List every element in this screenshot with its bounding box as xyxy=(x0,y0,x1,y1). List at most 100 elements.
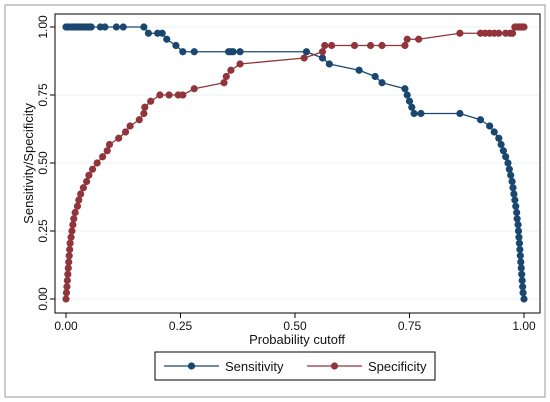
data-point-specificity-3 xyxy=(63,276,71,285)
data-point-sensitivity-19 xyxy=(158,29,166,37)
data-point-sensitivity-46 xyxy=(499,147,507,155)
data-point-sensitivity-69 xyxy=(519,289,527,297)
data-point-specificity-1 xyxy=(62,289,71,297)
y-tick-label-3: 0.75 xyxy=(36,83,50,107)
data-point-sensitivity-61 xyxy=(515,239,524,247)
data-point-specificity-21 xyxy=(88,165,97,173)
data-point-sensitivity-59 xyxy=(514,227,523,235)
data-point-sensitivity-50 xyxy=(507,171,515,179)
data-point-sensitivity-29 xyxy=(318,54,327,62)
data-point-sensitivity-44 xyxy=(495,134,503,142)
data-point-sensitivity-57 xyxy=(513,215,521,223)
legend-label-sensitivity: Sensitivity xyxy=(225,359,284,374)
data-point-sensitivity-14 xyxy=(112,23,120,31)
data-point-specificity-48 xyxy=(378,41,386,50)
data-point-sensitivity-41 xyxy=(476,116,485,124)
data-point-specificity-49 xyxy=(401,41,409,50)
data-point-specificity-23 xyxy=(99,153,107,161)
data-point-sensitivity-62 xyxy=(516,245,524,254)
legend: Sensitivity Specificity xyxy=(154,351,436,381)
x-tick-label-1: 0.25 xyxy=(169,319,193,333)
data-point-sensitivity-70 xyxy=(520,295,528,303)
data-point-specificity-40 xyxy=(227,66,235,74)
data-point-sensitivity-53 xyxy=(510,190,518,198)
data-point-sensitivity-38 xyxy=(410,109,418,118)
data-point-sensitivity-42 xyxy=(486,122,494,130)
data-point-sensitivity-17 xyxy=(144,29,153,37)
data-point-specificity-6 xyxy=(65,258,73,266)
data-point-specificity-38 xyxy=(220,79,228,87)
data-point-specificity-4 xyxy=(64,270,72,278)
data-point-specificity-45 xyxy=(328,41,336,50)
x-tick-label-0: 0.00 xyxy=(54,319,78,333)
data-point-specificity-36 xyxy=(179,91,187,99)
x-axis-title: Probability cutoff xyxy=(249,332,345,347)
legend-label-specificity: Specificity xyxy=(368,359,427,374)
data-point-sensitivity-30 xyxy=(325,60,333,68)
data-point-specificity-19 xyxy=(83,177,91,186)
data-point-sensitivity-54 xyxy=(511,196,519,204)
data-point-specificity-22 xyxy=(93,159,101,167)
data-point-sensitivity-52 xyxy=(509,184,517,192)
data-point-specificity-57 xyxy=(495,29,503,37)
data-point-specificity-15 xyxy=(73,202,82,210)
data-point-specificity-51 xyxy=(415,35,423,43)
data-point-specificity-52 xyxy=(456,29,464,37)
data-point-specificity-20 xyxy=(85,171,93,179)
data-point-specificity-9 xyxy=(66,239,74,247)
data-point-sensitivity-20 xyxy=(163,35,171,43)
data-point-sensitivity-36 xyxy=(405,97,414,105)
data-point-sensitivity-35 xyxy=(403,91,411,99)
data-point-sensitivity-11 xyxy=(87,23,95,31)
data-point-sensitivity-68 xyxy=(519,283,527,291)
data-point-specificity-16 xyxy=(75,196,83,204)
data-point-specificity-13 xyxy=(70,215,78,223)
y-tick-label-2: 0.50 xyxy=(36,151,50,175)
data-point-specificity-42 xyxy=(300,54,308,62)
data-point-sensitivity-16 xyxy=(140,23,148,31)
data-point-specificity-25 xyxy=(105,140,114,149)
data-point-specificity-11 xyxy=(68,227,76,235)
data-point-sensitivity-40 xyxy=(456,109,464,118)
data-point-specificity-33 xyxy=(156,91,164,99)
data-point-sensitivity-67 xyxy=(518,276,526,285)
data-point-sensitivity-56 xyxy=(513,208,521,217)
data-point-sensitivity-37 xyxy=(408,103,416,111)
data-point-specificity-27 xyxy=(121,128,130,136)
series-specificity xyxy=(62,23,528,303)
data-point-specificity-29 xyxy=(135,116,143,124)
data-point-specificity-39 xyxy=(222,72,230,81)
x-tick-label-2: 0.50 xyxy=(283,319,307,333)
data-point-specificity-66 xyxy=(520,23,528,31)
data-point-specificity-5 xyxy=(64,264,72,272)
data-point-specificity-7 xyxy=(65,252,73,260)
data-point-specificity-50 xyxy=(403,35,411,43)
data-point-sensitivity-22 xyxy=(179,48,187,56)
x-axis: 0.00 0.25 0.50 0.75 1.00 xyxy=(54,312,540,333)
data-point-sensitivity-66 xyxy=(518,270,526,278)
data-point-specificity-37 xyxy=(190,85,198,93)
data-point-specificity-44 xyxy=(321,41,329,50)
data-point-specificity-60 xyxy=(508,29,517,37)
legend-marker-sensitivity xyxy=(187,362,196,370)
data-point-sensitivity-63 xyxy=(516,252,524,260)
data-point-specificity-0 xyxy=(62,295,70,303)
data-point-specificity-2 xyxy=(63,283,71,291)
data-point-specificity-14 xyxy=(71,208,79,217)
y-tick-label-0: 0.00 xyxy=(36,287,50,311)
data-point-sensitivity-26 xyxy=(229,48,237,56)
data-point-specificity-18 xyxy=(79,184,87,192)
series-layer xyxy=(62,23,528,303)
data-point-specificity-26 xyxy=(115,134,123,142)
data-point-specificity-46 xyxy=(350,41,359,50)
data-point-sensitivity-60 xyxy=(515,233,523,241)
data-point-sensitivity-23 xyxy=(190,48,198,56)
x-tick-label-4: 1.00 xyxy=(512,319,536,333)
data-point-sensitivity-32 xyxy=(371,72,379,81)
data-point-sensitivity-13 xyxy=(101,23,109,31)
data-point-specificity-8 xyxy=(66,245,74,254)
data-point-sensitivity-47 xyxy=(502,153,510,161)
data-point-sensitivity-65 xyxy=(517,264,525,272)
data-point-sensitivity-51 xyxy=(508,177,516,186)
